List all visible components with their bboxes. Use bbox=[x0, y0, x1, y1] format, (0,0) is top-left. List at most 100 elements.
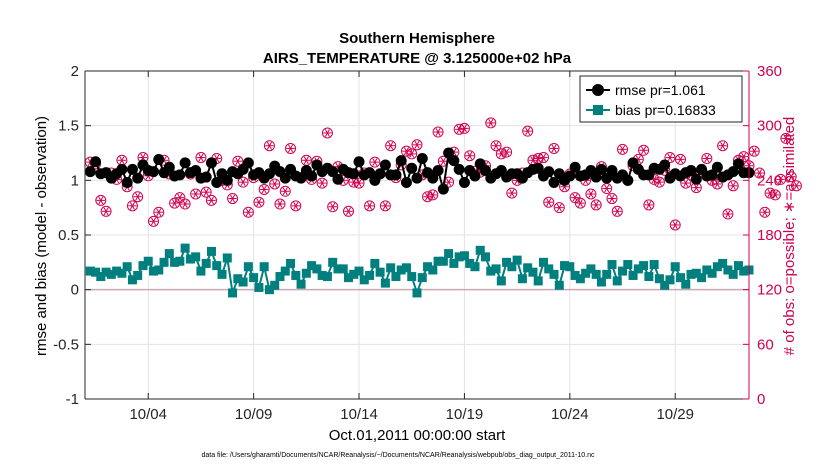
obs-assimilated-asterisk bbox=[193, 190, 199, 198]
bias-point bbox=[533, 276, 543, 286]
rmse-point bbox=[453, 163, 465, 175]
obs-possible-circle bbox=[643, 199, 655, 211]
obs-assimilated-asterisk bbox=[324, 129, 330, 137]
obs-assimilated-asterisk bbox=[414, 140, 420, 149]
bias-point bbox=[127, 275, 137, 285]
bias-point bbox=[196, 266, 206, 276]
bias-point bbox=[96, 272, 106, 282]
obs-count-point bbox=[316, 177, 328, 189]
rmse-point bbox=[205, 157, 217, 169]
rmse-point bbox=[432, 164, 444, 176]
bias-point bbox=[380, 278, 390, 288]
rmse-point bbox=[163, 161, 175, 173]
obs-possible-circle bbox=[501, 146, 513, 158]
bias-point bbox=[112, 266, 122, 276]
obs-possible-circle bbox=[126, 200, 138, 212]
obs-assimilated-asterisk bbox=[372, 158, 378, 166]
rmse-point bbox=[295, 172, 307, 184]
bias-point bbox=[180, 243, 190, 253]
rmse-point bbox=[263, 168, 275, 180]
obs-assimilated-asterisk bbox=[656, 178, 662, 187]
obs-possible-circle bbox=[200, 186, 212, 198]
obs-assimilated-asterisk bbox=[240, 178, 246, 187]
x-tick-label: 10/04 bbox=[129, 406, 167, 423]
obs-count-point bbox=[738, 151, 750, 163]
obs-assimilated-asterisk bbox=[272, 180, 278, 188]
obs-count-point bbox=[617, 143, 629, 155]
bias-point bbox=[491, 264, 501, 274]
bias-point bbox=[322, 272, 332, 282]
x-tick-label: 10/19 bbox=[446, 406, 484, 423]
y2-tick-label: 0 bbox=[757, 391, 765, 408]
obs-possible-circle bbox=[190, 188, 202, 200]
bias-point bbox=[201, 258, 211, 268]
bias-point bbox=[301, 268, 311, 278]
obs-count-point bbox=[100, 205, 112, 217]
bias-point bbox=[407, 272, 417, 282]
obs-count-point bbox=[574, 197, 586, 209]
obs-possible-circle bbox=[153, 206, 165, 218]
bias-point bbox=[602, 269, 612, 279]
rmse-point bbox=[711, 161, 723, 173]
obs-count-point bbox=[385, 140, 397, 152]
rmse-point bbox=[348, 168, 360, 180]
bias-point bbox=[296, 279, 306, 289]
obs-count-point bbox=[232, 155, 244, 167]
obs-assimilated-asterisk bbox=[730, 181, 736, 190]
bias-point bbox=[412, 288, 422, 298]
obs-possible-circle bbox=[327, 201, 339, 213]
obs-assimilated-asterisk bbox=[382, 201, 388, 210]
obs-possible-circle bbox=[385, 140, 397, 152]
obs-count-point bbox=[242, 206, 254, 218]
rmse-point bbox=[543, 166, 555, 178]
obs-count-point bbox=[274, 198, 286, 210]
rmse-point bbox=[390, 169, 402, 181]
obs-assimilated-asterisk bbox=[741, 152, 747, 161]
y2-axis-label: # of obs: o=possible; ∗=assimilated bbox=[781, 117, 798, 356]
obs-assimilated-asterisk bbox=[403, 147, 409, 156]
bias-point bbox=[117, 268, 127, 278]
rmse-point bbox=[279, 172, 291, 184]
obs-possible-circle bbox=[790, 180, 802, 192]
obs-count-point bbox=[353, 177, 365, 189]
rmse-point bbox=[690, 173, 702, 185]
rmse-point bbox=[153, 154, 165, 166]
obs-count-point bbox=[237, 176, 249, 188]
obs-possible-circle bbox=[701, 152, 713, 164]
obs-assimilated-asterisk bbox=[430, 191, 436, 199]
rmse-point bbox=[469, 170, 481, 182]
data-file-footnote: data file: /Users/gharamti/Documents/NCA… bbox=[201, 452, 595, 459]
bias-point bbox=[143, 256, 153, 266]
legend: rmse pr=1.061 bias pr=0.16833 bbox=[579, 75, 743, 123]
obs-possible-circle bbox=[422, 191, 434, 203]
y2-tick-label: 240 bbox=[757, 172, 782, 189]
obs-possible-circle bbox=[464, 150, 476, 162]
bias-point bbox=[517, 274, 527, 284]
obs-assimilated-asterisk bbox=[788, 172, 794, 181]
rmse-point bbox=[732, 158, 744, 170]
obs-assimilated-asterisk bbox=[556, 203, 562, 212]
obs-count-point bbox=[427, 189, 439, 201]
obs-possible-circle bbox=[369, 156, 381, 168]
obs-possible-circle bbox=[611, 205, 623, 217]
obs-count-point bbox=[464, 150, 476, 162]
obs-count-point bbox=[148, 215, 160, 227]
obs-possible-circle bbox=[364, 200, 376, 212]
rmse-point bbox=[427, 172, 439, 184]
obs-possible-circle bbox=[506, 187, 518, 199]
bias-point bbox=[386, 263, 396, 273]
bias-point bbox=[633, 264, 643, 274]
obs-possible-circle bbox=[148, 215, 160, 227]
rmse-point bbox=[179, 157, 191, 169]
obs-assimilated-asterisk bbox=[714, 180, 720, 188]
bias-point bbox=[496, 276, 506, 286]
obs-possible-circle bbox=[279, 185, 291, 197]
obs-count-point bbox=[327, 201, 339, 213]
bias-point bbox=[591, 269, 601, 279]
rmse-point bbox=[400, 177, 412, 189]
rmse-point bbox=[480, 164, 492, 176]
bias-point bbox=[433, 256, 443, 266]
bias-point bbox=[733, 261, 743, 271]
obs-possible-circle bbox=[290, 200, 302, 212]
